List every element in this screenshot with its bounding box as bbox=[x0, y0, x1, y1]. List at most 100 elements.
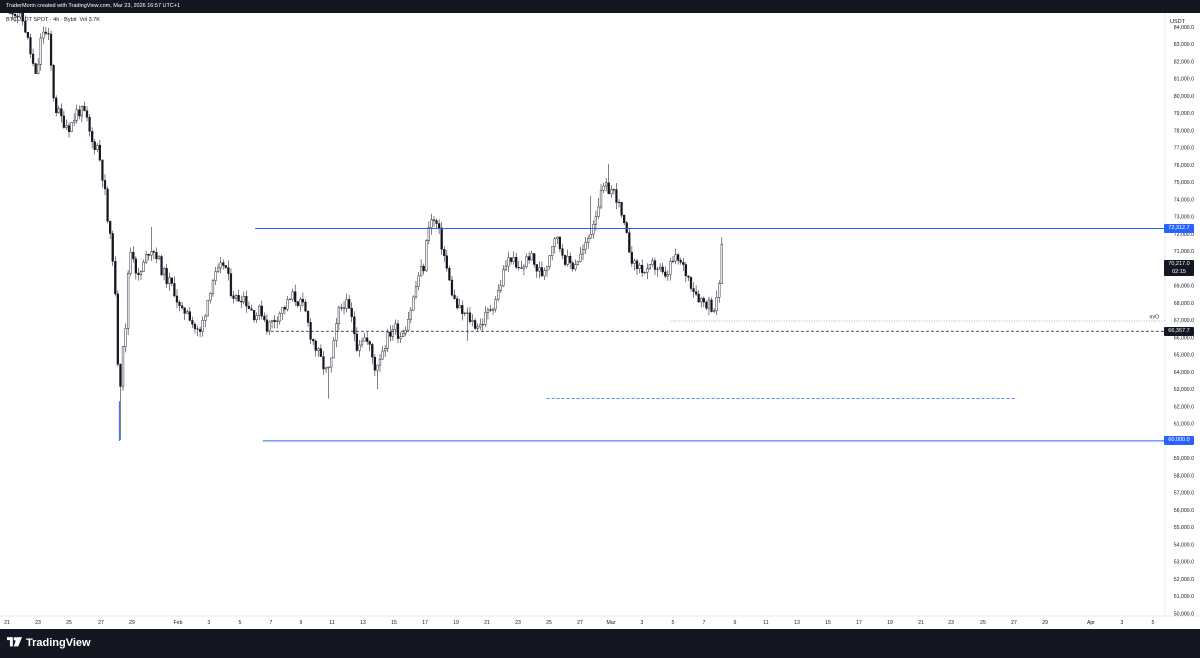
candle-body-up bbox=[707, 299, 711, 309]
candle-body-up bbox=[384, 348, 387, 352]
candle-body-down bbox=[558, 236, 562, 249]
candle-body-up bbox=[209, 293, 212, 301]
candle-body-down bbox=[165, 268, 168, 284]
time-tick-label: Feb bbox=[174, 620, 183, 626]
price-tick-label: 80,000.0 bbox=[1174, 94, 1194, 100]
candle-body-up bbox=[278, 313, 281, 322]
time-tick-label: 27 bbox=[577, 620, 583, 626]
candle-body-up bbox=[8, 13, 12, 14]
candle-body-down bbox=[31, 53, 35, 64]
candle-body-down bbox=[620, 201, 623, 216]
candle-body-down bbox=[705, 301, 708, 309]
currency-label: USDT bbox=[1170, 19, 1186, 25]
candle-body-up bbox=[504, 265, 508, 270]
candle-body-up bbox=[476, 326, 479, 329]
candle-body-up bbox=[19, 13, 22, 18]
price-tick-label: 83,000.0 bbox=[1174, 42, 1194, 48]
candle-body-up bbox=[497, 290, 500, 300]
candle-body-up bbox=[419, 265, 423, 277]
candle-body-up bbox=[332, 340, 335, 359]
candle-body-up bbox=[204, 315, 207, 321]
candle-body-up bbox=[129, 251, 132, 274]
candle-body-up bbox=[291, 291, 294, 300]
candle-body-down bbox=[569, 255, 572, 264]
candle-body-up bbox=[276, 320, 279, 322]
candle-body-up bbox=[75, 109, 78, 121]
candle-body-down bbox=[114, 261, 117, 295]
time-tick-label: 7 bbox=[270, 620, 273, 626]
time-tick-label: 27 bbox=[98, 620, 104, 626]
time-tick-label: 25 bbox=[66, 620, 72, 626]
price-axis: 84,000.0 83,000.0 82,000.0 81,000.0 80,000.0… bbox=[1174, 25, 1194, 617]
chart-area[interactable]: m/O USDT 84,000.0 83,000.0 82,000.0 81,000.… bbox=[0, 13, 1200, 629]
candle-body-down bbox=[635, 260, 639, 269]
candle-body-up bbox=[402, 333, 405, 337]
price-tick-label: 78,000.0 bbox=[1174, 128, 1194, 134]
candle-body-up bbox=[566, 255, 569, 265]
price-tick-label: 57,000.0 bbox=[1174, 491, 1194, 497]
candle-body-down bbox=[489, 309, 492, 311]
candle-body-down bbox=[445, 255, 448, 269]
time-tick-label: 9 bbox=[734, 620, 737, 626]
time-tick-label: 15 bbox=[391, 620, 397, 626]
candle-body-up bbox=[211, 280, 215, 294]
candle-body-down bbox=[93, 141, 96, 150]
candle-body-down bbox=[702, 298, 705, 303]
candlestick-chart[interactable]: m/O USDT 84,000.0 83,000.0 82,000.0 81,000.… bbox=[0, 13, 1200, 629]
candle-body-up bbox=[491, 308, 495, 311]
candle-body-down bbox=[676, 254, 680, 261]
candle-body-up bbox=[409, 309, 412, 320]
candle-body-up bbox=[360, 340, 364, 346]
candle-body-up bbox=[530, 253, 533, 261]
candle-body-down bbox=[342, 307, 346, 309]
tradingview-brand[interactable]: TradingView bbox=[7, 637, 91, 649]
candle-body-up bbox=[646, 268, 649, 273]
candle-body-up bbox=[417, 275, 420, 287]
candle-body-up bbox=[502, 269, 505, 286]
candle-body-down bbox=[682, 261, 685, 265]
candle-body-up bbox=[638, 264, 641, 269]
price-tick-label: 50,000.0 bbox=[1174, 611, 1194, 617]
candle-body-down bbox=[134, 258, 137, 274]
price-tick-label: 59,000.0 bbox=[1174, 456, 1194, 462]
price-tick-label: 81,000.0 bbox=[1174, 77, 1194, 83]
candle-body-down bbox=[260, 305, 263, 317]
candle-body-up bbox=[499, 285, 502, 291]
price-tick-label: 82,000.0 bbox=[1174, 59, 1194, 65]
candle-body-up bbox=[718, 283, 721, 298]
time-tick-label: 25 bbox=[980, 620, 986, 626]
candle-body-up bbox=[404, 329, 407, 334]
candle-body-up bbox=[378, 358, 382, 366]
candle-body-up bbox=[216, 267, 220, 272]
time-tick-label: 5 bbox=[672, 620, 675, 626]
candle-body-down bbox=[533, 253, 536, 265]
candle-body-down bbox=[371, 344, 374, 358]
candle-body-up bbox=[592, 224, 595, 235]
candle-body-down bbox=[109, 220, 112, 234]
candle-body-down bbox=[515, 257, 518, 268]
candle-body-up bbox=[168, 277, 171, 284]
candle-body-down bbox=[245, 296, 248, 307]
candle-body-down bbox=[49, 33, 53, 66]
candle-body-down bbox=[422, 265, 425, 272]
candle-body-up bbox=[545, 266, 549, 271]
candle-body-up bbox=[458, 305, 461, 309]
price-axis-label: 66,357.7 bbox=[1164, 326, 1194, 336]
time-tick-label: 21 bbox=[918, 620, 924, 626]
candle-body-up bbox=[206, 299, 209, 317]
candle-body-down bbox=[175, 295, 179, 303]
time-tick-label: 9 bbox=[300, 620, 303, 626]
price-axis-label: 60,000.0 bbox=[1164, 436, 1194, 446]
candle-body-down bbox=[322, 356, 325, 370]
candle-body-down bbox=[88, 117, 91, 132]
price-tick-label: 63,000.0 bbox=[1174, 387, 1194, 393]
candle-body-up bbox=[715, 297, 718, 311]
candle-body-up bbox=[139, 271, 143, 276]
candle-body-down bbox=[389, 331, 392, 337]
candle-body-down bbox=[435, 220, 438, 224]
candle-body-down bbox=[348, 299, 351, 309]
candle-body-up bbox=[407, 318, 410, 331]
candle-body-up bbox=[574, 264, 577, 270]
candle-body-up bbox=[669, 260, 672, 275]
candle-body-down bbox=[664, 271, 667, 277]
